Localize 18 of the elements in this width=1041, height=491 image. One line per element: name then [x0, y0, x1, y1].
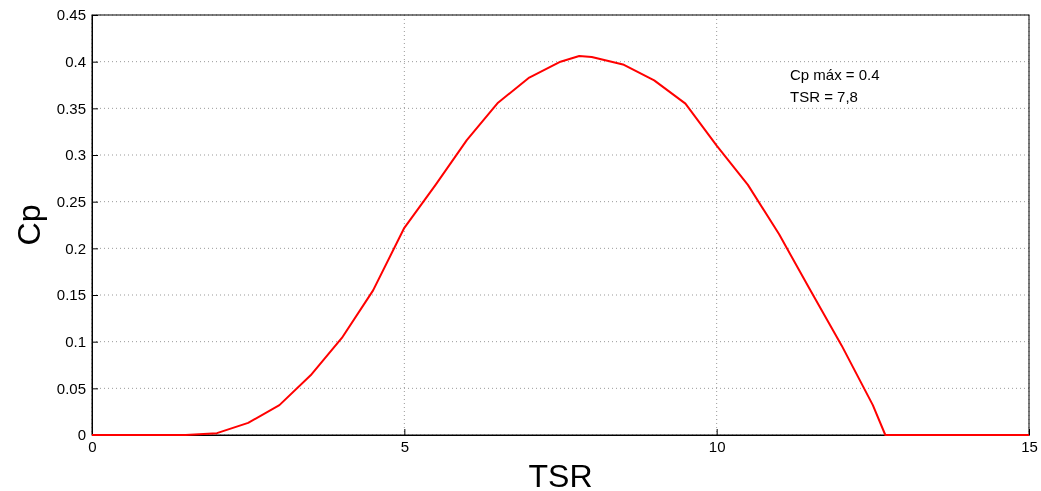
- x-tick-label: 10: [708, 437, 726, 455]
- annotation: TSR = 7,8: [790, 88, 858, 105]
- x-tick-label: 0: [88, 437, 97, 455]
- y-tick-label: 0: [77, 426, 86, 444]
- x-tick-label: 5: [400, 437, 410, 455]
- y-tick-label: 0.15: [56, 286, 86, 304]
- y-tick-label: 0.1: [65, 332, 86, 350]
- y-tick-label: 0.3: [65, 146, 86, 164]
- y-tick-label: 0.4: [65, 52, 86, 70]
- y-tick-label: 0.05: [56, 379, 86, 397]
- y-tick-label: 0.2: [65, 239, 86, 257]
- y-axis-title: Cp: [11, 204, 47, 246]
- y-tick-label: 0.35: [56, 99, 86, 117]
- y-tick-label: 0.25: [56, 192, 86, 210]
- x-tick-label: 15: [1021, 437, 1038, 455]
- annotation: Cp máx = 0.4: [790, 66, 880, 83]
- y-tick-label: 0.45: [56, 6, 86, 24]
- x-axis-title: TSR: [528, 458, 593, 491]
